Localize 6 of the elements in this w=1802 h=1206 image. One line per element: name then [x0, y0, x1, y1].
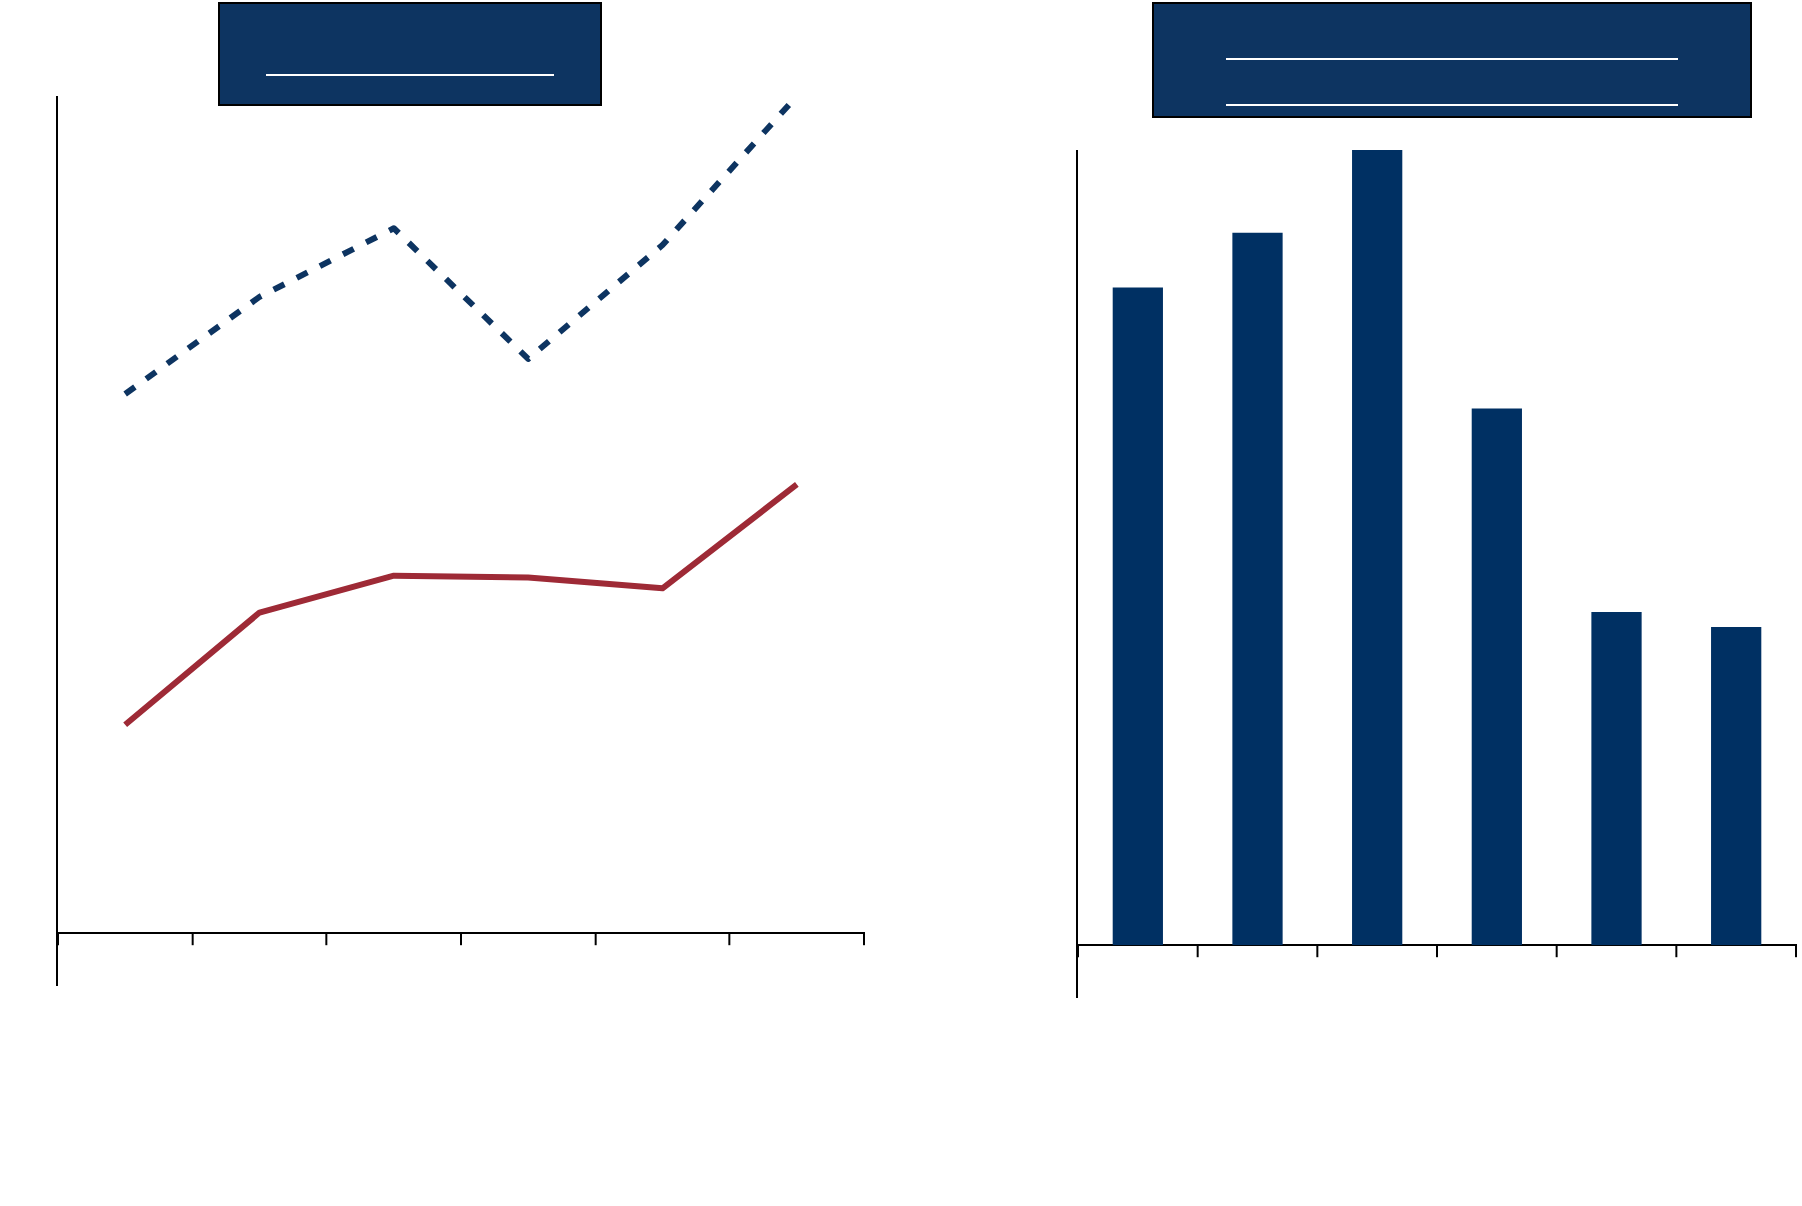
bar [1112, 287, 1163, 946]
bar [1591, 612, 1642, 946]
bar [1471, 408, 1522, 946]
bar [1232, 232, 1283, 946]
bar [1711, 627, 1762, 946]
bar [1352, 150, 1403, 946]
